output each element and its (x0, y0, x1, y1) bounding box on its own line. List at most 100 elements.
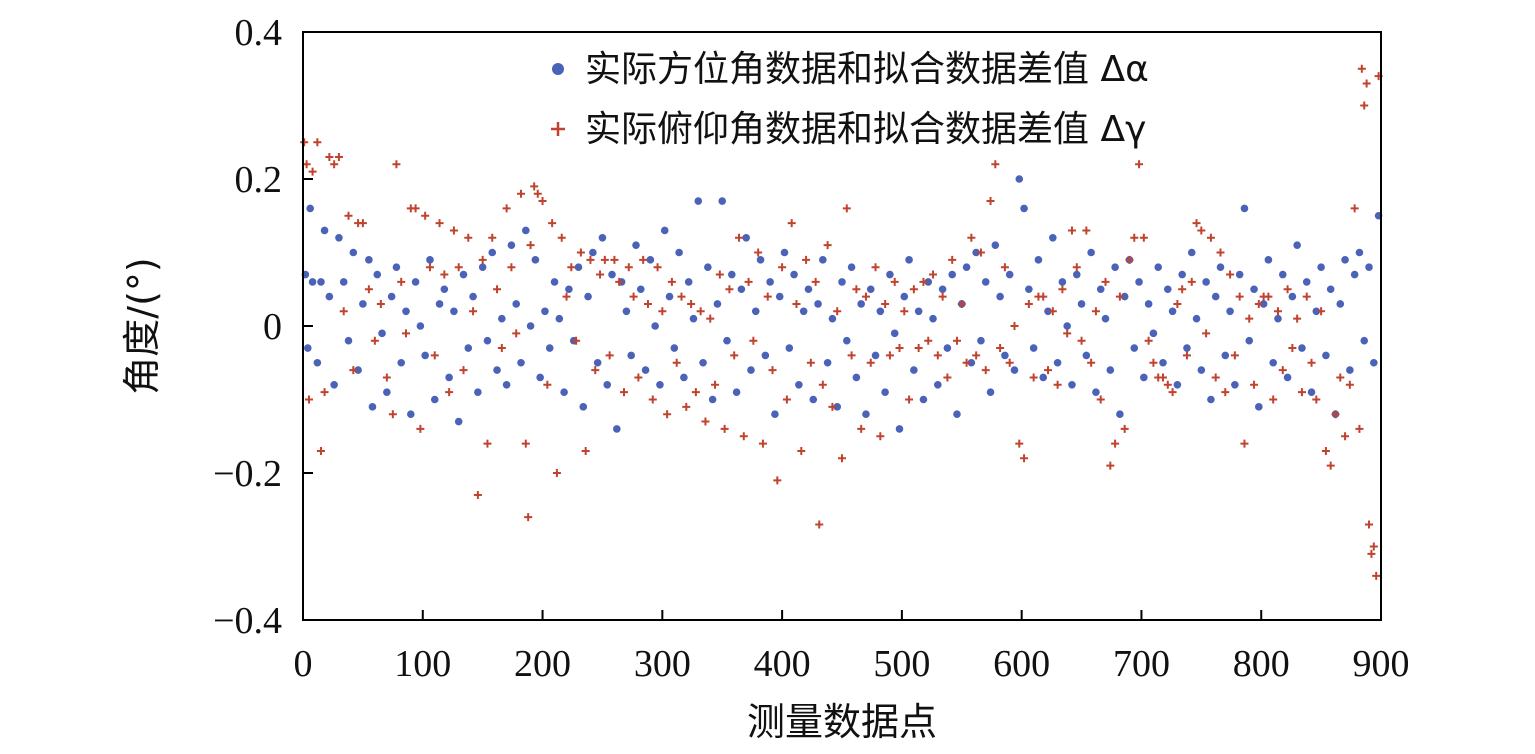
azimuth-point (890, 329, 899, 338)
azimuth-point (445, 373, 453, 382)
azimuth-point (991, 241, 1000, 249)
pitch-point (634, 373, 643, 382)
azimuth-point (574, 263, 583, 272)
pitch-point (1336, 373, 1345, 382)
azimuth-point (1020, 204, 1028, 213)
azimuth-point (689, 314, 698, 323)
azimuth-point (454, 417, 463, 426)
pitch-point (1317, 307, 1326, 316)
azimuth-point (555, 314, 564, 323)
pitch-point (572, 336, 581, 345)
azimuth-point (704, 263, 712, 272)
pitch-point (938, 292, 947, 301)
pitch-point (857, 424, 866, 433)
azimuth-point (1106, 366, 1115, 374)
azimuth-point (1144, 300, 1153, 308)
pitch-point (421, 211, 430, 220)
pitch-point (905, 395, 914, 404)
azimuth-point (383, 388, 391, 396)
pitch-point (691, 388, 700, 397)
pitch-point (459, 366, 468, 375)
azimuth-point (972, 248, 980, 257)
x-tick-label: 900 (1353, 643, 1410, 685)
pitch-point (1015, 439, 1024, 448)
azimuth-point (593, 358, 602, 367)
pitch-point (900, 307, 909, 316)
pitch-point (885, 351, 894, 360)
azimuth-point (1322, 351, 1330, 360)
series-pitch-diff (300, 64, 1383, 580)
azimuth-point (598, 234, 607, 242)
azimuth-point (1235, 270, 1244, 279)
azimuth-point (1197, 366, 1206, 374)
pitch-point (653, 263, 662, 272)
pitch-point (516, 189, 525, 198)
azimuth-point (900, 292, 909, 301)
pitch-point (672, 358, 681, 367)
azimuth-point (603, 381, 612, 389)
pitch-point (615, 277, 624, 286)
azimuth-point (536, 373, 544, 382)
pitch-point (533, 189, 542, 198)
pitch-point (620, 388, 629, 397)
azimuth-point (1178, 270, 1186, 279)
pitch-point (1091, 307, 1100, 316)
azimuth-point (517, 358, 525, 367)
azimuth-point (589, 248, 597, 257)
azimuth-point (646, 256, 655, 264)
azimuth-point (804, 285, 813, 294)
pitch-point (334, 152, 343, 161)
pitch-point (567, 263, 576, 272)
pitch-point (754, 248, 763, 257)
pitch-point (778, 263, 787, 272)
pitch-point (1312, 395, 1321, 404)
azimuth-point (986, 388, 995, 396)
pitch-point (648, 395, 657, 404)
pitch-point (758, 439, 767, 448)
azimuth-point (785, 344, 794, 352)
pitch-point (919, 277, 928, 286)
azimuth-point (1025, 285, 1033, 294)
pitch-point (815, 520, 824, 529)
pitch-point (425, 263, 434, 272)
pitch-point (382, 373, 391, 382)
pitch-point (773, 476, 782, 485)
pitch-point (811, 277, 820, 286)
x-tick-label: 800 (1233, 643, 1290, 685)
azimuth-point (876, 307, 885, 316)
azimuth-point (365, 256, 373, 264)
x-tick-label: 100 (394, 643, 451, 685)
azimuth-point (1278, 270, 1287, 279)
azimuth-point (1096, 285, 1105, 294)
series-layer (300, 64, 1383, 580)
pitch-point (1365, 520, 1374, 529)
azimuth-point (1259, 300, 1268, 308)
pitch-point (526, 241, 535, 250)
pitch-point (1245, 314, 1254, 323)
pitch-point (497, 344, 506, 353)
pitch-point (1273, 307, 1282, 316)
pitch-point (823, 241, 832, 250)
azimuth-point (1068, 381, 1076, 389)
pitch-point (881, 299, 890, 308)
pitch-point (624, 263, 633, 272)
azimuth-point (1120, 292, 1129, 301)
pitch-point (1345, 380, 1354, 389)
pitch-point (991, 160, 1000, 169)
pitch-point (596, 270, 605, 279)
azimuth-point (1264, 256, 1273, 264)
pitch-point (976, 248, 985, 257)
azimuth-point (483, 336, 492, 345)
pitch-point (1355, 424, 1364, 433)
azimuth-point (498, 314, 506, 323)
pitch-point (948, 255, 957, 264)
pitch-point (782, 395, 791, 404)
pitch-point (1072, 263, 1081, 272)
pitch-point (1369, 542, 1378, 551)
azimuth-point (708, 395, 717, 404)
pitch-point (734, 233, 743, 242)
pitch-point (557, 233, 566, 242)
x-tick-label: 200 (514, 643, 571, 685)
azimuth-point (1058, 278, 1067, 286)
pitch-point (677, 292, 686, 301)
